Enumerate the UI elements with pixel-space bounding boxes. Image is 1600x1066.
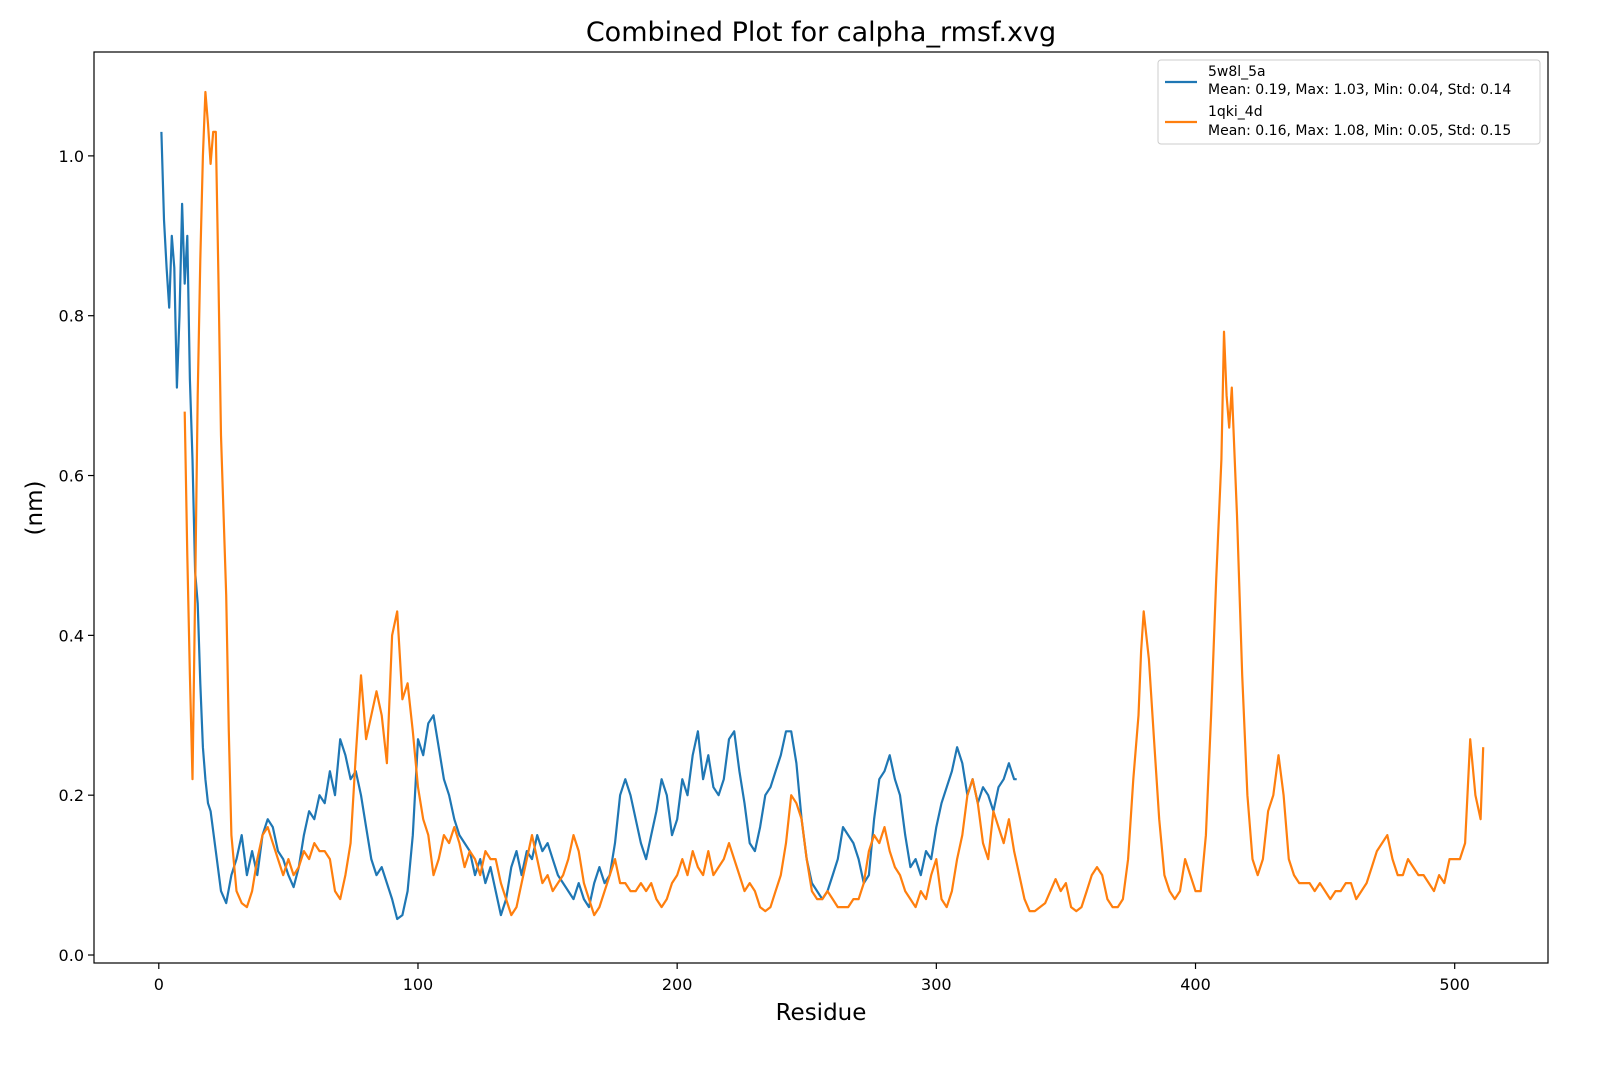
x-tick-label: 0 [154,975,164,994]
legend-stats-5w8l-5a: Mean: 0.19, Max: 1.03, Min: 0.04, Std: 0… [1208,82,1511,98]
legend-stats-1qki-4d: Mean: 0.16, Max: 1.08, Min: 0.05, Std: 0… [1208,123,1511,139]
y-tick-label: 0.8 [59,307,84,326]
y-tick-label: 0.4 [59,626,84,645]
plot-area-frame [93,51,1549,964]
y-axis-label: (nm) [22,481,48,536]
y-axis-ticks: 0.0 0.2 0.4 0.6 0.8 1.0 [59,147,94,965]
series-line-1qki-4d [183,90,1485,917]
plot-lines [160,90,1485,921]
x-tick-label: 400 [1180,975,1211,994]
legend-name-1qki-4d: 1qki_4d [1208,104,1263,120]
y-tick-label: 0.2 [59,786,84,805]
x-tick-label: 200 [662,975,693,994]
x-tick-label: 500 [1439,975,1470,994]
legend: 5w8l_5a Mean: 0.19, Max: 1.03, Min: 0.04… [1157,59,1541,145]
x-tick-label: 300 [921,975,952,994]
y-tick-label: 0.0 [59,946,84,965]
y-tick-label: 1.0 [59,147,84,166]
legend-name-5w8l-5a: 5w8l_5a [1208,64,1266,80]
y-tick-label: 0.6 [59,467,84,486]
x-axis-label: Residue [776,1000,867,1026]
legend-frame [1157,59,1541,145]
chart-title: Combined Plot for calpha_rmsf.xvg [586,17,1056,48]
x-axis-ticks: 0 100 200 300 400 500 [154,963,1470,994]
x-tick-label: 100 [403,975,434,994]
